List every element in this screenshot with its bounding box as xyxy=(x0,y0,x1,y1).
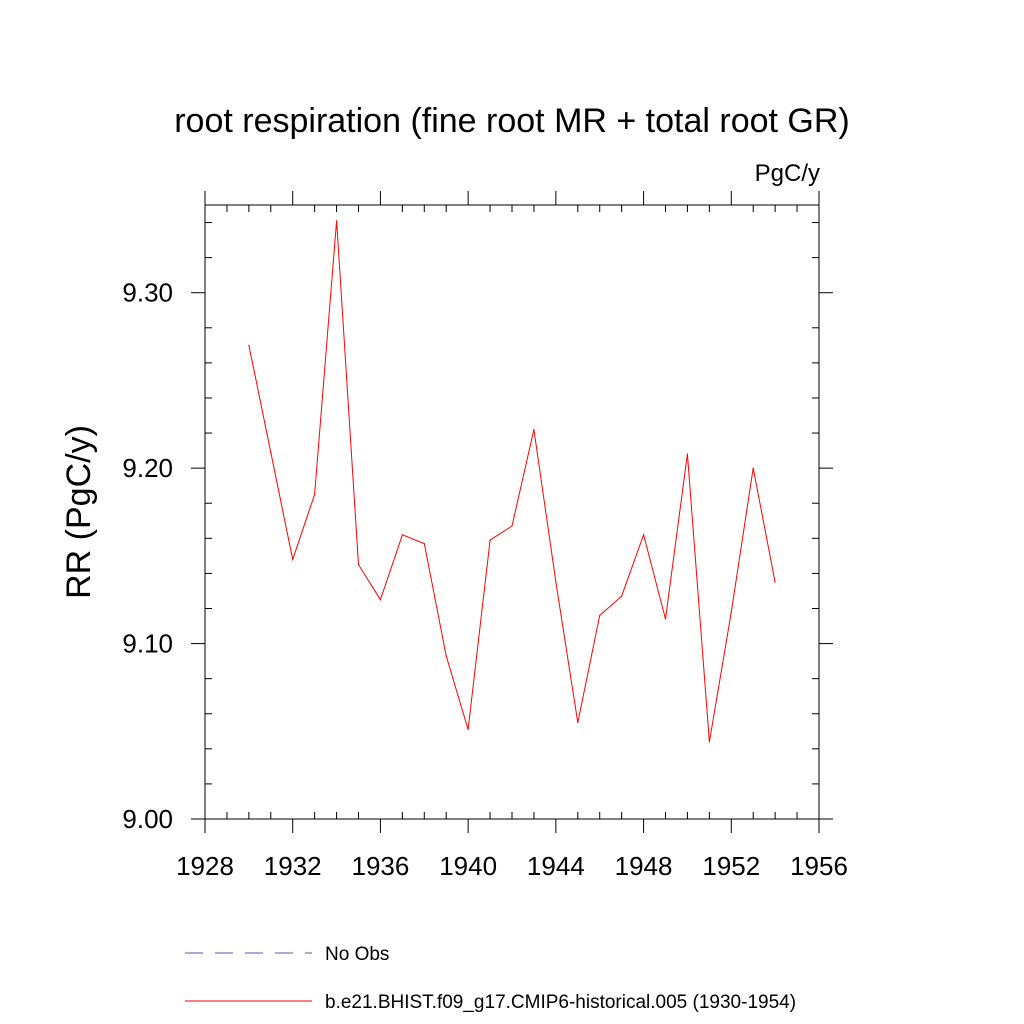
y-axis-tick-labels: 9.00 9.10 9.20 9.30 xyxy=(122,278,173,834)
data-point xyxy=(730,611,732,613)
data-point xyxy=(489,539,491,541)
x-tick-label: 1948 xyxy=(615,851,673,881)
data-point xyxy=(292,558,294,560)
data-point xyxy=(270,451,272,453)
data-point xyxy=(467,728,469,731)
y-axis-ticks xyxy=(191,222,833,820)
y-tick-label: 9.10 xyxy=(122,629,173,659)
data-point xyxy=(774,581,776,583)
data-point xyxy=(401,534,403,536)
x-axis-tick-labels: 1928 1932 1936 1940 1944 1948 1952 1956 xyxy=(176,851,848,881)
data-point xyxy=(248,344,250,346)
x-tick-label: 1944 xyxy=(527,851,585,881)
data-point xyxy=(533,428,535,431)
legend-label-historical: b.e21.BHIST.f09_g17.CMIP6-historical.005… xyxy=(325,992,796,1013)
x-tick-label: 1956 xyxy=(790,851,848,881)
data-point xyxy=(511,525,513,527)
data-point xyxy=(599,614,601,617)
data-point xyxy=(379,599,382,601)
data-point xyxy=(708,741,710,743)
x-axis-ticks xyxy=(204,191,820,833)
data-point xyxy=(445,655,447,657)
data-point xyxy=(752,467,754,469)
y-tick-label: 9.30 xyxy=(122,278,173,308)
data-point xyxy=(664,618,667,620)
units-label: PgC/y xyxy=(755,160,820,187)
x-tick-label: 1932 xyxy=(264,851,322,881)
y-tick-label: 9.00 xyxy=(122,804,173,834)
data-point xyxy=(686,453,689,455)
x-tick-label: 1952 xyxy=(702,851,760,881)
x-tick-label: 1928 xyxy=(176,851,234,881)
series-group xyxy=(248,220,776,743)
data-point xyxy=(621,595,623,597)
data-point xyxy=(357,564,360,566)
y-axis-label: RR (PgC/y) xyxy=(60,425,98,599)
y-tick-label: 9.20 xyxy=(122,453,173,483)
chart-title: root respiration (fine root MR + total r… xyxy=(174,102,850,140)
legend-label-no-obs: No Obs xyxy=(325,944,389,965)
x-tick-label: 1936 xyxy=(352,851,410,881)
data-point xyxy=(555,581,557,583)
data-point xyxy=(642,534,645,536)
data-point xyxy=(335,220,338,222)
data-point xyxy=(314,493,316,496)
legend: No Obs b.e21.BHIST.f09_g17.CMIP6-histori… xyxy=(185,944,796,1013)
data-point xyxy=(577,721,579,724)
x-tick-label: 1940 xyxy=(439,851,497,881)
data-point xyxy=(423,542,425,545)
